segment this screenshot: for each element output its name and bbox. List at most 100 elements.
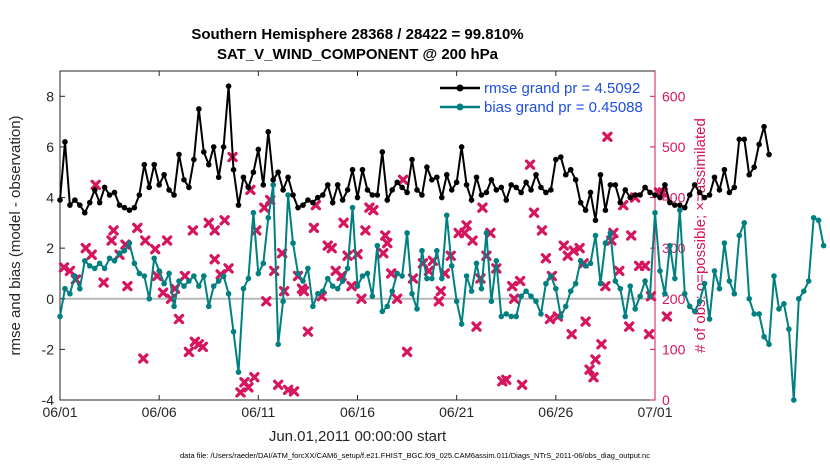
rmse-point	[557, 154, 564, 160]
bias-point	[359, 273, 366, 279]
bias-point	[815, 217, 822, 224]
bias-point	[562, 303, 569, 310]
obs-marker	[401, 346, 413, 358]
rmse-point	[315, 194, 321, 201]
rmse-point	[711, 174, 718, 181]
x-tick-label: 06/06	[142, 404, 177, 420]
rmse-point	[186, 184, 192, 191]
rmse-point	[429, 177, 435, 183]
rmse-point	[324, 182, 331, 188]
rmse-point	[706, 192, 713, 198]
y-left-tick-label: 0	[46, 291, 54, 307]
bias-point	[275, 341, 281, 348]
rmse-point	[602, 207, 609, 213]
rmse-point	[72, 197, 78, 203]
bias-point	[701, 280, 708, 287]
rmse-point	[225, 83, 232, 89]
obs-marker	[566, 329, 577, 340]
rmse-point	[721, 166, 728, 173]
bias-point	[617, 285, 624, 292]
bias-point	[488, 298, 495, 305]
obs-marker	[540, 253, 552, 264]
bias-point	[86, 263, 93, 269]
bias-point	[577, 258, 584, 264]
rmse-point	[473, 174, 480, 181]
bias-point	[751, 311, 757, 317]
obs-marker	[614, 265, 625, 277]
rmse-point	[319, 192, 326, 198]
rmse-point	[116, 202, 123, 208]
bias-point	[324, 275, 331, 282]
bias-point	[156, 268, 162, 274]
bias-point	[483, 230, 490, 236]
rmse-point	[667, 199, 673, 206]
x-tick-label: 06/11	[241, 404, 275, 420]
obs-marker	[391, 293, 403, 304]
rmse-point	[458, 144, 465, 150]
obs-marker	[106, 235, 117, 246]
bias-point	[513, 313, 519, 320]
bias-point	[141, 273, 148, 279]
rmse-point	[126, 207, 133, 213]
obs-marker	[386, 268, 397, 279]
bias-point	[285, 192, 291, 198]
rmse-point	[394, 179, 400, 186]
bias-point	[434, 247, 440, 254]
obs-marker	[346, 280, 357, 292]
bias-point	[379, 308, 386, 315]
bias-point	[106, 255, 113, 262]
obs-marker	[524, 159, 536, 170]
obs-marker	[235, 387, 246, 398]
bias-point	[662, 290, 668, 297]
bias-point	[424, 275, 430, 282]
obs-marker	[272, 379, 284, 391]
chart-subtitle: SAT_V_WIND_COMPONENT @ 200 hPa	[216, 46, 499, 63]
bias-point	[265, 214, 272, 221]
obs-marker	[98, 277, 109, 288]
bias-point	[676, 207, 683, 213]
rmse-point	[503, 197, 510, 203]
rmse-point	[736, 136, 743, 143]
rmse-point	[171, 192, 177, 198]
bias-point	[587, 260, 594, 267]
obs-marker	[261, 296, 272, 307]
bias-point	[131, 260, 138, 267]
y-left-tick-label: 8	[46, 88, 54, 104]
rmse-point	[230, 166, 237, 173]
bias-point	[672, 275, 678, 282]
rmse-point	[305, 197, 311, 203]
rmse-point	[329, 199, 336, 206]
rmse-point	[553, 156, 559, 163]
obs-marker	[536, 225, 548, 236]
rmse-point	[369, 192, 376, 198]
legend: rmse grand pr = 4.5092 bias grand pr = 0.…	[440, 80, 643, 116]
rmse-point	[617, 199, 624, 206]
bias-point	[240, 285, 247, 292]
obs-marker	[150, 243, 161, 255]
y-right-axis-label: # of obs: o=possible; ×=assimilated	[692, 118, 709, 353]
rmse-point	[210, 144, 217, 150]
bias-point	[414, 306, 420, 312]
bias-point	[543, 280, 549, 287]
obs-marker	[477, 202, 488, 213]
bias-point	[121, 247, 128, 254]
bias-point	[781, 301, 787, 307]
bias-point	[503, 311, 510, 317]
rmse-point	[657, 194, 663, 201]
obs-marker	[433, 296, 445, 307]
bias-point	[374, 242, 381, 249]
rmse-point	[756, 141, 762, 148]
obs-marker	[643, 329, 655, 340]
obs-marker	[308, 222, 320, 234]
rmse-point	[136, 192, 143, 198]
obs-marker	[602, 131, 613, 142]
obs-marker	[624, 321, 635, 332]
rmse-point	[463, 182, 470, 188]
bias-point	[473, 260, 480, 267]
rmse-point	[548, 187, 554, 193]
rmse-point	[349, 166, 356, 173]
bias-point	[111, 258, 118, 264]
bias-point	[344, 265, 351, 272]
bias-point	[458, 321, 465, 327]
